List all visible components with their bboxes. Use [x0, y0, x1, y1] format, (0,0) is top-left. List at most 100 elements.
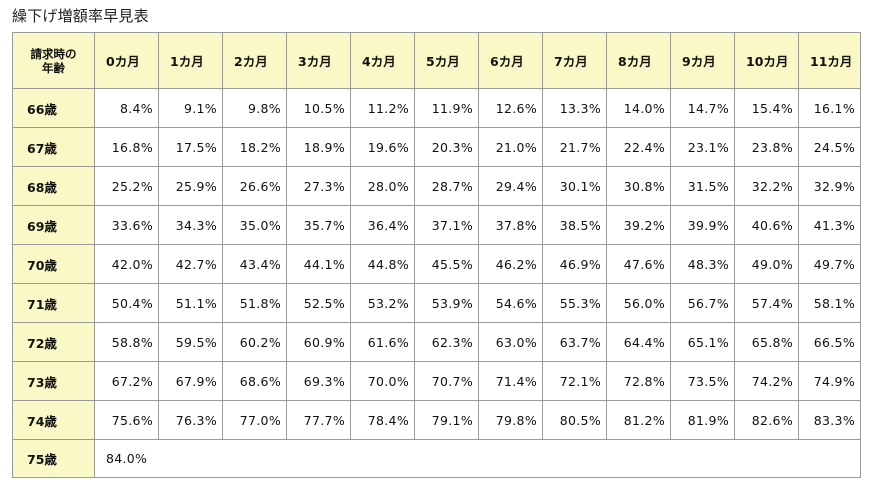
rate-cell: 26.6% — [222, 166, 287, 206]
rate-cell: 81.2% — [606, 400, 671, 440]
rate-cell: 49.7% — [798, 244, 861, 284]
rate-cell: 30.8% — [606, 166, 671, 206]
rate-cell: 18.2% — [222, 127, 287, 167]
table-row: 72歳 58.8% 59.5% 60.2% 60.9% 61.6% 62.3% 63.0% 63… — [12, 322, 861, 362]
row-header-age: 66歳 — [12, 88, 95, 128]
rate-cell: 79.1% — [414, 400, 479, 440]
rate-cell: 40.6% — [734, 205, 799, 245]
rate-cell: 38.5% — [542, 205, 607, 245]
rate-cell: 67.9% — [158, 361, 223, 401]
rate-cell: 21.0% — [478, 127, 543, 167]
rate-cell: 81.9% — [670, 400, 735, 440]
rate-cell: 32.2% — [734, 166, 799, 206]
rate-cell: 51.8% — [222, 283, 287, 323]
row-header-age: 72歳 — [12, 322, 95, 362]
rate-cell: 36.4% — [350, 205, 415, 245]
column-header-month: 6カ月 — [478, 32, 543, 89]
rate-cell: 8.4% — [94, 88, 159, 128]
rate-cell: 16.8% — [94, 127, 159, 167]
rate-cell: 41.3% — [798, 205, 861, 245]
rate-cell: 80.5% — [542, 400, 607, 440]
rate-cell: 14.0% — [606, 88, 671, 128]
rate-cell: 10.5% — [286, 88, 351, 128]
table-row: 74歳 75.6% 76.3% 77.0% 77.7% 78.4% 79.1% 79.8% 80… — [12, 400, 861, 440]
column-header-month: 2カ月 — [222, 32, 287, 89]
rate-cell: 73.5% — [670, 361, 735, 401]
rate-cell: 79.8% — [478, 400, 543, 440]
rate-cell: 27.3% — [286, 166, 351, 206]
rate-cell: 22.4% — [606, 127, 671, 167]
rate-cell: 70.0% — [350, 361, 415, 401]
rate-cell: 25.2% — [94, 166, 159, 206]
row-header-age: 75歳 — [12, 439, 95, 478]
rate-cell: 72.1% — [542, 361, 607, 401]
header-row: 請求時の年齢 0カ月 1カ月 2カ月 3カ月 4カ月 5カ月 6カ月 7カ月 8カ月 9カ月 10カ月… — [12, 32, 861, 89]
rate-cell: 63.0% — [478, 322, 543, 362]
rate-cell: 11.2% — [350, 88, 415, 128]
rate-cell: 66.5% — [798, 322, 861, 362]
rate-cell: 63.7% — [542, 322, 607, 362]
row-header-age: 71歳 — [12, 283, 95, 323]
rate-cell: 75.6% — [94, 400, 159, 440]
table-row: 69歳 33.6% 34.3% 35.0% 35.7% 36.4% 37.1% 37.8% 38… — [12, 205, 861, 245]
table-row: 70歳 42.0% 42.7% 43.4% 44.1% 44.8% 45.5% 46.2% 46… — [12, 244, 861, 284]
rate-cell: 30.1% — [542, 166, 607, 206]
rate-cell: 23.1% — [670, 127, 735, 167]
rate-cell: 57.4% — [734, 283, 799, 323]
column-header-month: 3カ月 — [286, 32, 351, 89]
rate-cell: 76.3% — [158, 400, 223, 440]
rate-cell: 43.4% — [222, 244, 287, 284]
rate-cell: 64.4% — [606, 322, 671, 362]
rate-cell: 54.6% — [478, 283, 543, 323]
rate-cell: 65.1% — [670, 322, 735, 362]
rate-cell: 56.7% — [670, 283, 735, 323]
table-row: 67歳 16.8% 17.5% 18.2% 18.9% 19.6% 20.3% 21.0% 21… — [12, 127, 861, 167]
rate-cell: 39.2% — [606, 205, 671, 245]
rate-cell: 42.7% — [158, 244, 223, 284]
rate-cell: 82.6% — [734, 400, 799, 440]
rate-cell: 65.8% — [734, 322, 799, 362]
rate-cell: 28.7% — [414, 166, 479, 206]
table-header: 請求時の年齢 0カ月 1カ月 2カ月 3カ月 4カ月 5カ月 6カ月 7カ月 8カ月 9カ月 10カ月… — [12, 32, 861, 89]
rate-cell: 39.9% — [670, 205, 735, 245]
rate-cell: 69.3% — [286, 361, 351, 401]
row-header-age: 74歳 — [12, 400, 95, 440]
rate-cell-max: 84.0% — [94, 439, 861, 478]
column-header-month: 5カ月 — [414, 32, 479, 89]
column-header-month: 9カ月 — [670, 32, 735, 89]
rate-cell: 11.9% — [414, 88, 479, 128]
rate-cell: 71.4% — [478, 361, 543, 401]
rate-cell: 9.8% — [222, 88, 287, 128]
rate-cell: 52.5% — [286, 283, 351, 323]
rate-cell: 31.5% — [670, 166, 735, 206]
column-header-month: 7カ月 — [542, 32, 607, 89]
column-header-month: 11カ月 — [798, 32, 861, 89]
rate-cell: 49.0% — [734, 244, 799, 284]
rate-cell: 61.6% — [350, 322, 415, 362]
rate-cell: 29.4% — [478, 166, 543, 206]
deferral-rate-table: 請求時の年齢 0カ月 1カ月 2カ月 3カ月 4カ月 5カ月 6カ月 7カ月 8カ月 9カ月 10カ月… — [12, 32, 861, 478]
rate-cell: 50.4% — [94, 283, 159, 323]
table-row: 68歳 25.2% 25.9% 26.6% 27.3% 28.0% 28.7% 29.4% 30… — [12, 166, 861, 206]
rate-cell: 35.7% — [286, 205, 351, 245]
rate-cell: 14.7% — [670, 88, 735, 128]
rate-cell: 78.4% — [350, 400, 415, 440]
table-row: 73歳 67.2% 67.9% 68.6% 69.3% 70.0% 70.7% 71.4% 72… — [12, 361, 861, 401]
rate-cell: 60.2% — [222, 322, 287, 362]
table-row-last: 75歳 84.0% — [12, 439, 861, 478]
rate-cell: 17.5% — [158, 127, 223, 167]
rate-cell: 25.9% — [158, 166, 223, 206]
rate-cell: 56.0% — [606, 283, 671, 323]
rate-cell: 46.9% — [542, 244, 607, 284]
row-header-age: 68歳 — [12, 166, 95, 206]
column-header-month: 10カ月 — [734, 32, 799, 89]
rate-cell: 59.5% — [158, 322, 223, 362]
table-row: 71歳 50.4% 51.1% 51.8% 52.5% 53.2% 53.9% 54.6% 55… — [12, 283, 861, 323]
rate-cell: 77.0% — [222, 400, 287, 440]
rate-cell: 70.7% — [414, 361, 479, 401]
rate-cell: 24.5% — [798, 127, 861, 167]
rate-cell: 19.6% — [350, 127, 415, 167]
rate-cell: 48.3% — [670, 244, 735, 284]
rate-cell: 34.3% — [158, 205, 223, 245]
table-row: 66歳 8.4% 9.1% 9.8% 10.5% 11.2% 11.9% 12.6% 13.3%… — [12, 88, 861, 128]
